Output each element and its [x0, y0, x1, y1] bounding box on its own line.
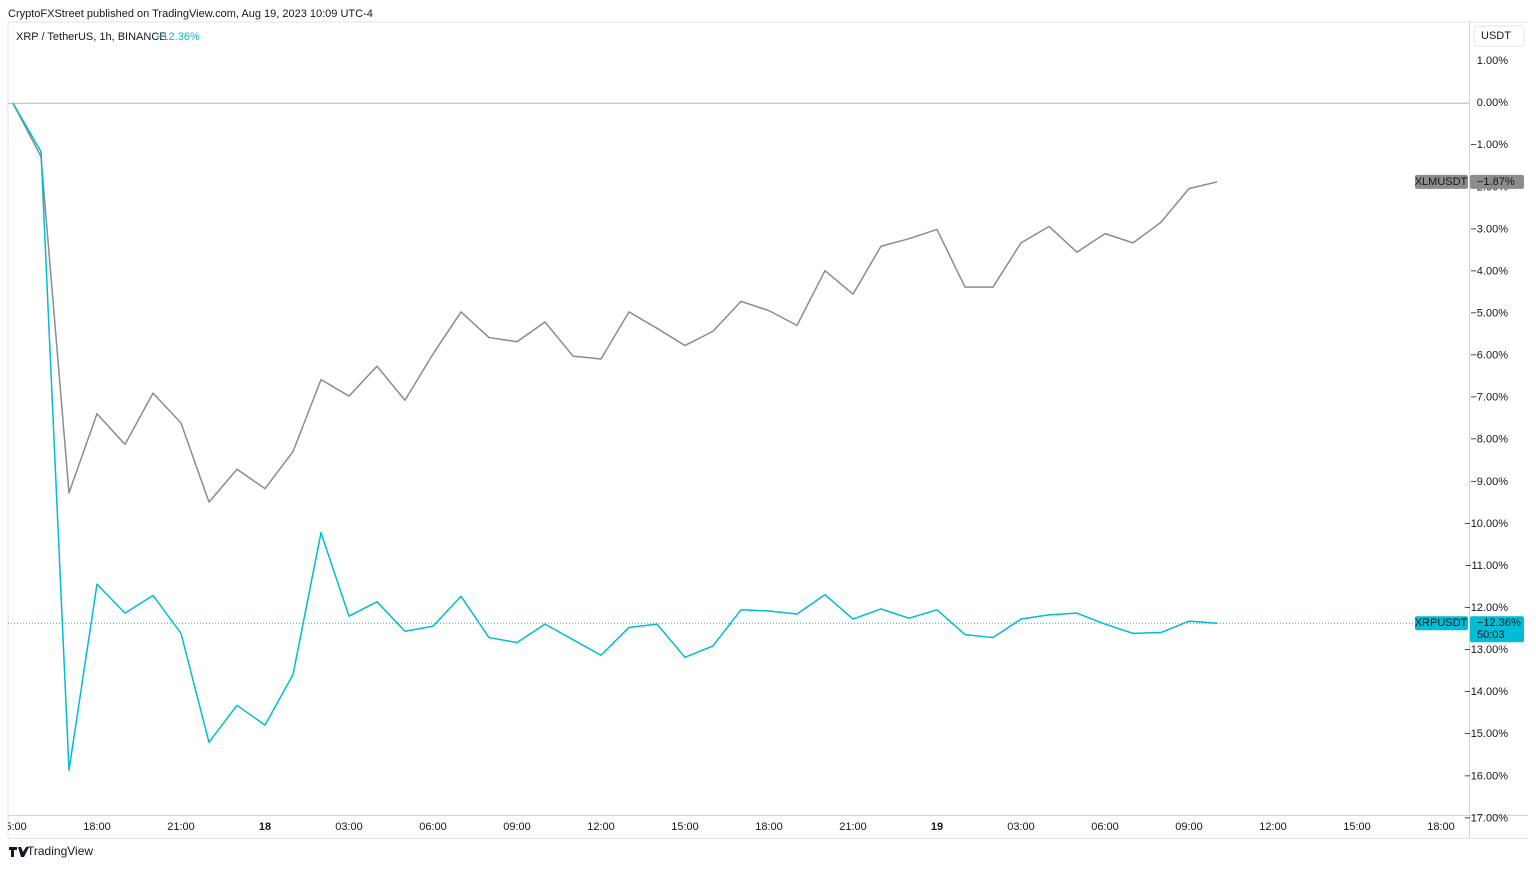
y-tick-label: −13.00%	[1464, 644, 1508, 656]
y-tick-label: −8.00%	[1470, 434, 1508, 446]
currency-label[interactable]: USDT	[1481, 30, 1511, 42]
x-tick-label: 15:00	[1343, 821, 1371, 833]
y-tick-label: −7.00%	[1470, 392, 1508, 404]
y-tick-label: −14.00%	[1464, 686, 1508, 698]
x-tick-label: 12:00	[1259, 821, 1287, 833]
y-tick-label: −16.00%	[1464, 770, 1508, 782]
x-tick-label: 03:00	[335, 821, 363, 833]
x-tick-label: 18:00	[83, 821, 111, 833]
y-tick-label: −15.00%	[1464, 728, 1508, 740]
x-tick-label: 18:00	[755, 821, 783, 833]
x-tick-label: 15:00	[671, 821, 699, 833]
y-tick-label: 1.00%	[1477, 55, 1508, 67]
y-tick-label: −3.00%	[1470, 223, 1508, 235]
symbol-legend: XRP / TetherUS, 1h, BINANCE	[16, 31, 167, 43]
y-tick-label: −1.00%	[1470, 139, 1508, 151]
value-tag-label: −1.87%	[1477, 176, 1515, 188]
x-tick-label: 21:00	[839, 821, 867, 833]
value-tag-label: −12.36%	[1477, 617, 1521, 629]
x-tick-label: 15:00	[0, 821, 27, 833]
x-tick-label: 18	[259, 821, 271, 833]
x-tick-label: 09:00	[1175, 821, 1203, 833]
x-tick-label: 06:00	[419, 821, 447, 833]
y-tick-label: −6.00%	[1470, 350, 1508, 362]
y-tick-label: −10.00%	[1464, 518, 1508, 530]
y-tick-label: −11.00%	[1465, 560, 1508, 572]
series-line	[12, 102, 1218, 771]
logo-text: TradingView	[27, 844, 93, 858]
x-tick-label: 21:00	[167, 821, 195, 833]
plot-area	[8, 102, 1469, 771]
series-line	[12, 102, 1218, 503]
name-tag-label: XLMUSDT	[1415, 176, 1468, 188]
x-tick-label: 03:00	[1007, 821, 1035, 833]
x-tick-label: 19	[931, 821, 943, 833]
logo-icon	[9, 847, 29, 857]
currency-button[interactable]	[1473, 25, 1525, 47]
y-tick-label: −9.00%	[1470, 476, 1508, 488]
x-tick-label: 06:00	[1091, 821, 1119, 833]
y-tick-label: 0.00%	[1477, 97, 1508, 109]
y-tick-label: −5.00%	[1470, 307, 1508, 319]
x-tick-label: 09:00	[503, 821, 531, 833]
y-tick-label: −4.00%	[1470, 265, 1508, 277]
y-tick-label: −12.00%	[1464, 602, 1508, 614]
value-tag	[1470, 616, 1524, 643]
countdown: 50:03	[1477, 629, 1505, 641]
name-tag	[1415, 174, 1468, 189]
symbol-change: −12.36%	[156, 31, 200, 43]
publish-info: CryptoFXStreet published on TradingView.…	[8, 8, 373, 20]
x-tick-label: 12:00	[587, 821, 615, 833]
value-tag	[1470, 174, 1524, 189]
name-tag	[1415, 616, 1468, 631]
name-tag-label: XRPUSDT	[1415, 617, 1468, 629]
y-tick-label: −17.00%	[1464, 812, 1508, 824]
x-tick-label: 18:00	[1427, 821, 1455, 833]
time-axis: 15:00 18:00 21:00 18 03:00 06:00 09:00 12:00 15:…	[0, 821, 1455, 833]
